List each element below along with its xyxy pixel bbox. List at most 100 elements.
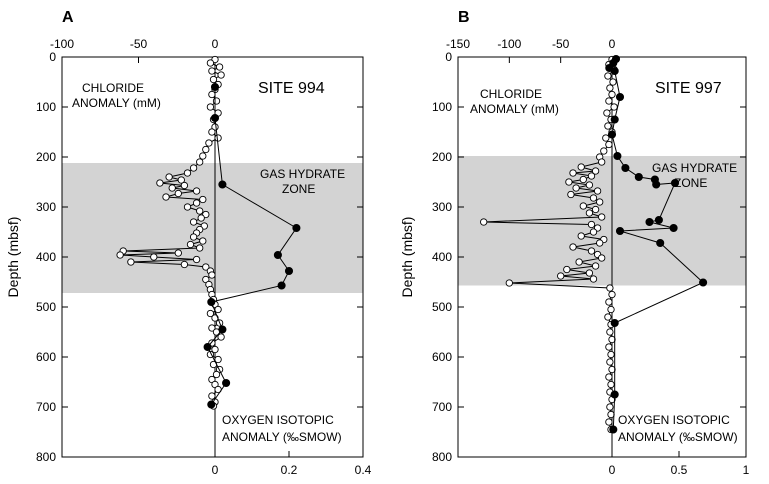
chloride-point — [589, 275, 598, 283]
oxygen-point — [218, 325, 227, 334]
y-tick-label: 400 — [36, 250, 56, 264]
chloride-point — [116, 251, 124, 259]
oxygen-label: ANOMALY (‰SMOW) — [618, 430, 738, 444]
oxygen-label: ANOMALY (‰SMOW) — [222, 430, 342, 444]
chloride-point — [596, 239, 604, 247]
oxygen-point — [654, 215, 663, 225]
oxygen-point — [645, 217, 654, 227]
chloride-point — [596, 198, 604, 206]
chloride-point — [174, 249, 182, 257]
chloride-point — [212, 370, 221, 379]
top-tick-label: -50 — [130, 37, 148, 51]
top-tick-label: -50 — [552, 37, 570, 51]
zone-label: GAS HYDRATE — [260, 167, 345, 181]
chloride-point — [579, 175, 587, 184]
y-tick-label: 300 — [432, 200, 452, 214]
chloride-point — [183, 203, 192, 211]
chloride-point — [192, 199, 201, 207]
oxygen-point — [669, 223, 678, 233]
panel-letter: B — [458, 9, 470, 26]
panel-a: A 0 100 200 300 400 500 600 700 800 Depth (mbsf) -1… — [5, 9, 372, 477]
top-tick-label: 0 — [609, 37, 616, 51]
chloride-point — [156, 179, 164, 187]
chloride-point — [177, 176, 185, 184]
chloride-point — [598, 213, 606, 221]
chloride-point — [480, 218, 488, 226]
chloride-point — [587, 220, 596, 229]
chloride-point — [199, 237, 207, 245]
chloride-point — [206, 59, 215, 67]
chloride-point — [189, 233, 198, 241]
y-tick-label: 100 — [36, 100, 56, 114]
oxygen-point — [277, 281, 286, 290]
chloride-point — [196, 207, 204, 215]
chloride-point — [605, 418, 613, 426]
chloride-label: CHLORIDE — [480, 87, 542, 101]
y-tick-label: 500 — [432, 300, 452, 314]
oxygen-point — [656, 238, 665, 248]
oxygen-point — [610, 66, 619, 76]
chloride-point — [189, 218, 198, 226]
chloride-point — [214, 134, 222, 142]
chloride-point — [585, 209, 594, 217]
chloride-label: CHLORIDE — [82, 81, 144, 95]
chloride-point — [572, 184, 580, 192]
panel-letter: A — [62, 9, 74, 26]
chloride-point — [208, 271, 216, 279]
oxygen-point — [615, 226, 625, 236]
chloride-point — [577, 163, 585, 171]
chloride-point — [563, 265, 571, 274]
oxygen-point — [203, 342, 212, 352]
chloride-point — [605, 343, 613, 351]
oxygen-point — [273, 250, 282, 260]
chloride-point — [162, 193, 170, 201]
chloride-point — [589, 228, 598, 236]
chloride-point — [593, 187, 602, 195]
chloride-point — [208, 392, 216, 400]
oxygen-point — [621, 163, 630, 173]
chloride-point — [202, 145, 210, 154]
chloride-point — [165, 173, 173, 181]
y-tick-label: 200 — [432, 150, 452, 164]
chloride-point — [215, 63, 224, 71]
bottom-tick-label: 0.5 — [671, 463, 688, 477]
chloride-point — [208, 128, 216, 136]
chloride-point — [199, 152, 207, 160]
chloride-point — [196, 158, 204, 166]
chloride-point — [186, 240, 195, 249]
site-label: SITE 994 — [258, 80, 325, 97]
chloride-point — [208, 67, 216, 75]
chloride-point — [606, 328, 614, 336]
y-tick-label: 500 — [36, 300, 56, 314]
chloride-point — [606, 284, 614, 292]
chloride-point — [587, 172, 596, 180]
site-label: SITE 997 — [655, 80, 722, 97]
bottom-tick-label: 0 — [609, 463, 616, 477]
chloride-label: ANOMALY (mM) — [72, 96, 161, 110]
chloride-point — [206, 309, 215, 318]
chloride-label: ANOMALY (mM) — [470, 102, 559, 116]
chloride-point — [598, 254, 606, 262]
chloride-point — [209, 75, 218, 84]
top-tick-label: -100 — [497, 37, 521, 51]
chloride-point — [569, 169, 577, 177]
oxygen-label: OXYGEN ISOTOPIC — [618, 413, 730, 427]
y-tick-label: 300 — [36, 200, 56, 214]
chloride-point — [585, 269, 594, 277]
oxygen-point — [699, 278, 708, 287]
oxygen-point — [652, 180, 661, 189]
chloride-point — [605, 140, 613, 149]
oxygen-point — [607, 130, 617, 139]
oxygen-series-line — [207, 87, 298, 405]
zone-label: ZONE — [674, 176, 707, 190]
y-tick-label: 700 — [36, 400, 56, 414]
chloride-point — [605, 373, 613, 381]
oxygen-point — [207, 400, 216, 409]
oxygen-point — [670, 178, 680, 188]
chloride-point — [206, 103, 215, 111]
oxygen-point — [218, 180, 227, 189]
oxygen-point — [222, 378, 231, 388]
chloride-point — [604, 72, 612, 80]
